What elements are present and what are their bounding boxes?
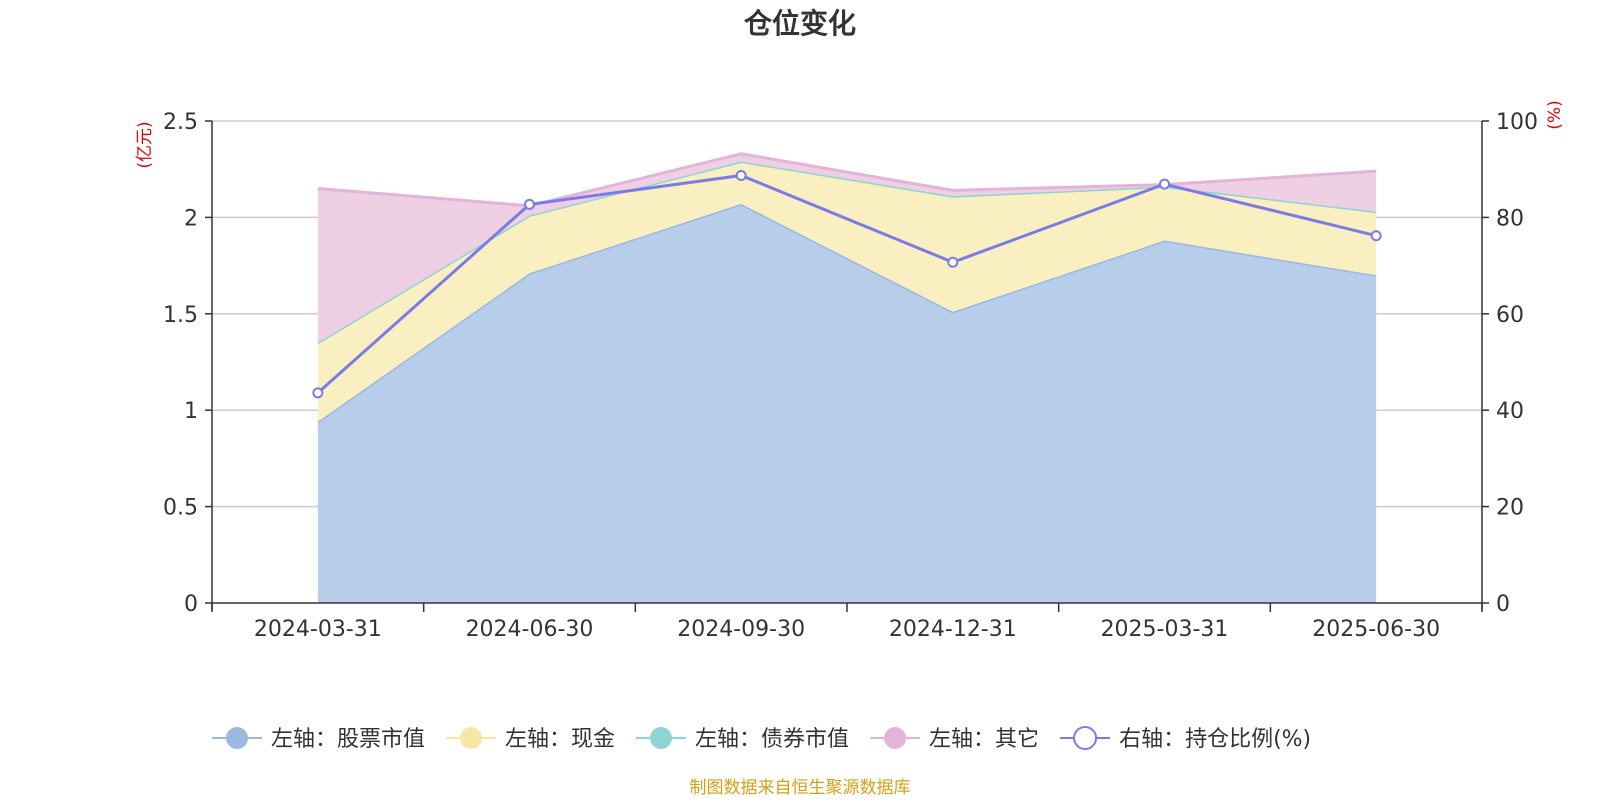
left-axis-unit: (亿元) xyxy=(135,121,155,168)
x-axis-tick-label: 2024-06-30 xyxy=(466,617,594,642)
area-左轴：其它 xyxy=(317,153,1377,343)
area-左轴：股票市值 xyxy=(317,203,1377,604)
legend-item: 右轴：持仓比例(%) xyxy=(1060,726,1311,752)
right-axis-tick-label: 100 xyxy=(1496,110,1538,135)
right-axis-tick-label: 80 xyxy=(1496,206,1524,231)
legend-item: 左轴：股票市值 xyxy=(212,727,425,752)
line-point xyxy=(1370,230,1382,242)
legend: 左轴：股票市值 左轴：现金 左轴：债券市值 左轴：其它 右轴：持仓比例(%) xyxy=(212,726,1311,752)
x-axis-tick-label: 2025-03-31 xyxy=(1101,617,1229,642)
right-axis-tick-label: 20 xyxy=(1496,496,1524,521)
legend-marker xyxy=(1073,726,1098,750)
legend-item: 左轴：债券市值 xyxy=(636,727,849,752)
legend-item: 左轴：现金 xyxy=(446,727,615,752)
legend-label: 右轴：持仓比例(%) xyxy=(1119,727,1311,752)
left-axis-tick-label: 1.5 xyxy=(163,303,198,328)
right-axis-tick-label: 40 xyxy=(1496,399,1524,424)
x-axis-tick-label: 2024-09-30 xyxy=(677,617,805,642)
x-axis-tick-label: 2024-03-31 xyxy=(254,617,382,642)
right-axis-unit: (%) xyxy=(1545,100,1565,129)
axes: 0 0.5 1 1.5 2 2.5 0 20 40 60 80 100 2024-03-31 2024-0… xyxy=(163,110,1538,642)
position-ratio-line xyxy=(312,169,1382,399)
legend-marker xyxy=(460,727,483,749)
legend-marker xyxy=(650,727,673,749)
line-point xyxy=(735,169,747,181)
line-point xyxy=(312,387,324,399)
x-axis-tick-label: 2025-06-30 xyxy=(1312,617,1440,642)
chart-title: 仓位变化 xyxy=(744,7,856,40)
legend-item: 左轴：其它 xyxy=(870,727,1039,752)
left-axis-tick-label: 2 xyxy=(184,206,198,231)
legend-label: 左轴：股票市值 xyxy=(271,727,425,752)
stacked-areas xyxy=(316,152,1377,604)
line-point xyxy=(947,256,959,268)
line-point xyxy=(524,198,535,210)
right-axis-tick-label: 60 xyxy=(1496,303,1524,328)
legend-label: 左轴：其它 xyxy=(929,727,1039,752)
source-note: 制图数据来自恒生聚源数据库 xyxy=(690,778,911,798)
left-axis-tick-label: 0.5 xyxy=(163,496,198,521)
line-右轴：持仓比例(%) xyxy=(316,173,1377,394)
legend-label: 左轴：现金 xyxy=(505,727,615,752)
legend-marker xyxy=(884,727,907,749)
area-edge-左轴：其它 xyxy=(317,152,1377,208)
line-point xyxy=(1159,178,1170,190)
legend-marker xyxy=(226,727,248,749)
legend-label: 左轴：债券市值 xyxy=(695,727,849,752)
left-axis-tick-label: 1 xyxy=(184,399,198,424)
left-axis-tick-label: 0 xyxy=(184,592,198,617)
x-axis-tick-label: 2024-12-31 xyxy=(889,617,1017,642)
area-左轴：现金 xyxy=(317,161,1377,422)
right-axis-tick-label: 0 xyxy=(1496,592,1510,617)
left-axis-tick-label: 2.5 xyxy=(163,110,198,135)
